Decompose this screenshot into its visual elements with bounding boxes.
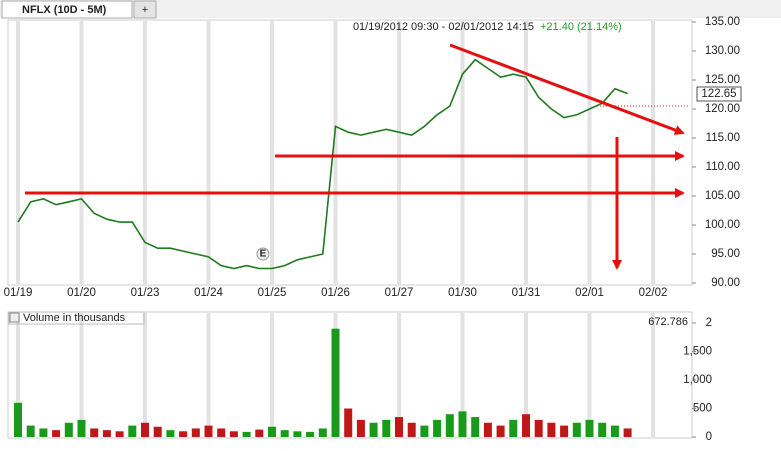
x-tick-label: 01/27 — [385, 287, 414, 299]
y-tick-label: 1,000 — [683, 374, 712, 386]
volume-readout: 672.786 — [648, 316, 688, 328]
volume-bar — [166, 430, 175, 437]
y-tick-label: 2 — [706, 317, 712, 329]
volume-bar — [483, 422, 492, 437]
x-tick-label: 01/26 — [321, 287, 350, 299]
y-tick-label: 500 — [693, 403, 712, 415]
price-frame — [7, 19, 693, 286]
volume-bar — [102, 430, 111, 437]
volume-bar — [407, 422, 416, 437]
x-tick-label: 02/02 — [639, 287, 668, 299]
volume-bar — [242, 431, 251, 437]
volume-bar — [623, 428, 632, 437]
x-tick-label: 01/30 — [448, 287, 477, 299]
y-tick-label: 115.00 — [706, 132, 740, 144]
volume-bar — [217, 428, 226, 437]
x-tick-label: 01/23 — [131, 287, 160, 299]
volume-bar — [395, 417, 403, 437]
volume-bar — [560, 425, 569, 437]
volume-bar — [420, 425, 429, 437]
tab-add[interactable] — [133, 0, 157, 19]
volume-bar — [90, 428, 99, 437]
volume-bar — [356, 419, 365, 437]
volume-bar — [128, 425, 137, 437]
y-tick-label: 100.00 — [705, 219, 740, 231]
volume-bar — [77, 419, 86, 437]
volume-bar — [306, 431, 315, 437]
volume-bar — [293, 431, 302, 437]
volume-bar — [445, 414, 454, 437]
volume-bar — [14, 402, 22, 437]
volume-bar — [522, 414, 530, 437]
x-tick-label: 01/19 — [4, 287, 33, 299]
y-tick-label: 1,500 — [683, 346, 712, 358]
y-tick-label: 125.00 — [705, 74, 740, 86]
volume-frame — [7, 311, 693, 439]
volume-bar — [534, 419, 543, 437]
volume-legend — [8, 311, 145, 325]
tab-add-label[interactable]: + — [142, 4, 148, 16]
volume-bar — [509, 419, 518, 437]
tab[interactable] — [1, 0, 133, 19]
volume-bar — [610, 425, 619, 437]
volume-bar — [268, 426, 276, 437]
y-tick-label: 0 — [706, 431, 712, 443]
volume-bar — [26, 425, 35, 437]
volume-bar — [52, 430, 61, 437]
event-label: E — [260, 249, 267, 260]
tab-label[interactable]: NFLX (10D - 5M) — [22, 4, 107, 16]
volume-bar — [585, 419, 594, 437]
y-tick-label: 105.00 — [705, 190, 740, 202]
y-tick-label: 95.00 — [711, 248, 740, 260]
volume-bar — [471, 417, 480, 437]
volume-bar — [204, 425, 213, 437]
volume-bar — [331, 328, 340, 437]
y-tick-label: 90.00 — [711, 277, 740, 289]
x-tick-label: 01/31 — [512, 287, 541, 299]
price-line — [17, 58, 628, 270]
volume-bar — [547, 422, 556, 437]
volume-bar — [344, 408, 353, 437]
x-tick-label: 01/25 — [258, 287, 287, 299]
volume-bar — [179, 431, 188, 437]
volume-bar — [39, 428, 48, 437]
volume-bar — [64, 422, 73, 437]
volume-bar — [141, 422, 149, 437]
y-tick-label: 120.00 — [705, 103, 740, 115]
volume-bar — [382, 419, 391, 437]
price-box — [696, 86, 742, 102]
y-tick-label: 135.00 — [705, 16, 740, 28]
x-tick-label: 01/20 — [67, 287, 96, 299]
volume-bar — [598, 422, 607, 437]
volume-bar — [318, 428, 327, 437]
volume-bar — [255, 429, 264, 437]
volume-bar — [458, 411, 467, 437]
volume-bar — [280, 430, 289, 437]
volume-bar — [572, 422, 581, 437]
event-marker — [256, 247, 270, 261]
volume-checkbox[interactable] — [9, 312, 20, 323]
last-price: 122.65 — [701, 88, 736, 100]
volume-bar — [115, 431, 124, 437]
volume-bar — [229, 431, 238, 437]
trend-arrow — [449, 43, 685, 135]
tab-bar — [0, 0, 781, 18]
volume-bar — [369, 422, 378, 437]
volume-title: Volume in thousands — [23, 312, 126, 324]
volume-bar — [496, 425, 505, 437]
volume-bar — [191, 428, 200, 437]
range: 01/19/2012 09:30 - 02/01/2012 14:15 — [353, 21, 534, 33]
volume-bar — [153, 426, 162, 437]
x-tick-label: 02/01 — [575, 287, 604, 299]
change: +21.40 (21.14%) — [540, 21, 622, 33]
y-tick-label: 110.00 — [706, 161, 740, 173]
y-tick-label: 130.00 — [705, 45, 740, 57]
x-tick-label: 01/24 — [194, 287, 223, 299]
volume-bar — [433, 419, 442, 437]
